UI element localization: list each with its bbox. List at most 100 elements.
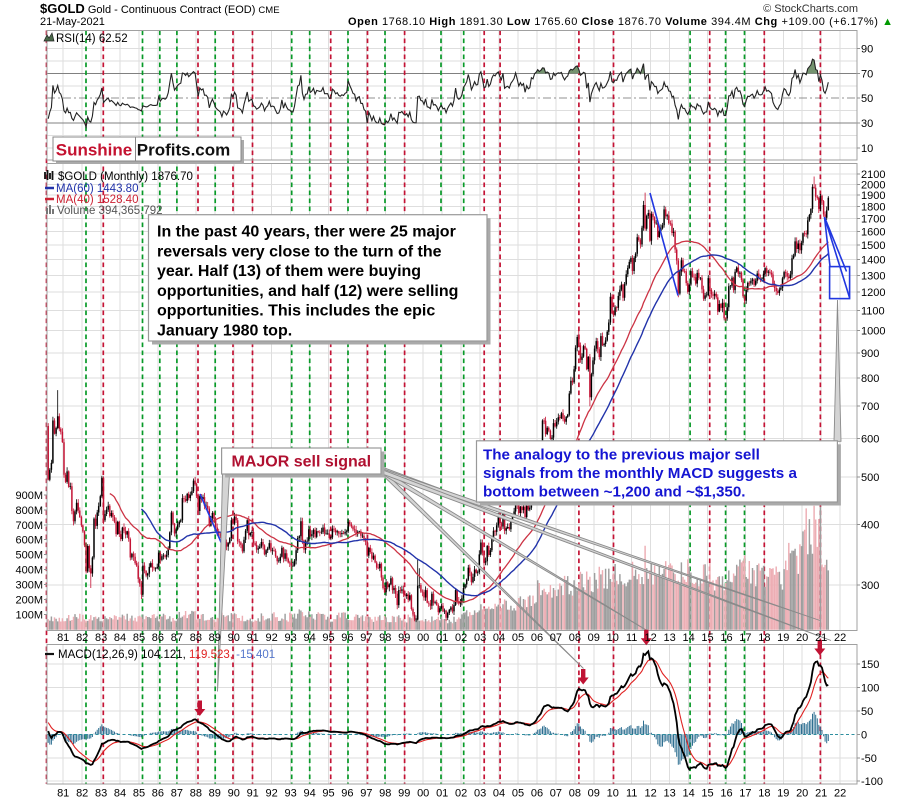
svg-text:500M: 500M xyxy=(15,550,43,562)
svg-text:500: 500 xyxy=(861,472,879,484)
svg-text:600M: 600M xyxy=(15,535,43,547)
svg-text:08: 08 xyxy=(569,632,581,644)
svg-text:91: 91 xyxy=(247,632,259,644)
svg-text:50: 50 xyxy=(861,706,873,718)
svg-text:12: 12 xyxy=(644,632,656,644)
svg-text:05: 05 xyxy=(512,788,524,800)
svg-text:03: 03 xyxy=(474,632,486,644)
svg-text:100M: 100M xyxy=(15,609,43,621)
svg-text:86: 86 xyxy=(152,632,164,644)
svg-text:95: 95 xyxy=(322,788,334,800)
svg-text:600: 600 xyxy=(861,434,879,446)
svg-text:-50: -50 xyxy=(861,753,877,765)
svg-text:90: 90 xyxy=(861,44,873,56)
svg-text:97: 97 xyxy=(360,632,372,644)
svg-text:02: 02 xyxy=(455,788,467,800)
svg-text:800: 800 xyxy=(861,373,879,385)
svg-text:09: 09 xyxy=(588,788,600,800)
svg-text:800M: 800M xyxy=(15,505,43,517)
svg-text:99: 99 xyxy=(398,632,410,644)
svg-text:92: 92 xyxy=(265,788,277,800)
svg-text:19: 19 xyxy=(777,632,789,644)
svg-text:1000: 1000 xyxy=(861,326,885,338)
svg-text:07: 07 xyxy=(550,632,562,644)
svg-text:04: 04 xyxy=(493,788,505,800)
svg-text:14: 14 xyxy=(682,632,694,644)
svg-text:86: 86 xyxy=(152,788,164,800)
svg-text:84: 84 xyxy=(114,632,126,644)
svg-text:Profits.com: Profits.com xyxy=(137,141,231,160)
svg-text:02: 02 xyxy=(455,632,467,644)
svg-text:05: 05 xyxy=(512,632,524,644)
svg-text:1400: 1400 xyxy=(861,255,885,267)
svg-text:150: 150 xyxy=(861,659,879,671)
svg-text:15: 15 xyxy=(701,632,713,644)
svg-text:opportunities. This includes t: opportunities. This includes the epic xyxy=(157,303,435,320)
svg-text:11: 11 xyxy=(626,632,637,644)
svg-text:1900: 1900 xyxy=(861,190,885,202)
svg-text:1300: 1300 xyxy=(861,270,885,282)
svg-text:15: 15 xyxy=(701,788,713,800)
svg-text:The analogy to the previous ma: The analogy to the previous major sell xyxy=(483,446,760,463)
svg-text:300M: 300M xyxy=(15,580,43,592)
svg-text:opportunities, and half (12) w: opportunities, and half (12) were sellin… xyxy=(157,283,458,300)
svg-text:2100: 2100 xyxy=(861,169,885,181)
svg-text:91: 91 xyxy=(247,788,259,800)
svg-text:MACD(12,26,9) 104.121, 119.523: MACD(12,26,9) 104.121, 119.523, -15.401 xyxy=(58,649,275,661)
svg-text:18: 18 xyxy=(758,788,770,800)
svg-text:10: 10 xyxy=(607,788,619,800)
svg-text:20: 20 xyxy=(796,632,808,644)
svg-text:700M: 700M xyxy=(15,520,43,532)
svg-text:07: 07 xyxy=(550,788,562,800)
svg-text:21: 21 xyxy=(815,632,827,644)
svg-text:reversals very close to the tu: reversals very close to the turn of the xyxy=(157,243,442,260)
svg-text:88: 88 xyxy=(190,788,202,800)
svg-text:16: 16 xyxy=(720,632,732,644)
svg-text:11: 11 xyxy=(626,788,637,800)
svg-text:81: 81 xyxy=(57,788,69,800)
svg-text:RSI(14) 62.52: RSI(14) 62.52 xyxy=(56,33,128,45)
svg-text:16: 16 xyxy=(720,788,732,800)
svg-text:1200: 1200 xyxy=(861,287,885,299)
svg-text:Volume 394,365,792: Volume 394,365,792 xyxy=(57,205,163,217)
svg-text:87: 87 xyxy=(171,788,183,800)
svg-text:01: 01 xyxy=(436,788,448,800)
svg-text:50: 50 xyxy=(861,93,873,105)
svg-text:18: 18 xyxy=(758,632,770,644)
svg-text:87: 87 xyxy=(171,632,183,644)
svg-text:$GOLD Gold - Continuous Contra: $GOLD Gold - Continuous Contract (EOD) C… xyxy=(40,1,280,16)
svg-text:MA(40) 1528.40: MA(40) 1528.40 xyxy=(56,194,138,206)
svg-text:98: 98 xyxy=(379,632,391,644)
svg-text:17: 17 xyxy=(739,788,751,800)
svg-text:93: 93 xyxy=(284,632,296,644)
svg-text:88: 88 xyxy=(190,632,202,644)
svg-text:17: 17 xyxy=(739,632,751,644)
svg-text:82: 82 xyxy=(76,788,88,800)
svg-text:1500: 1500 xyxy=(861,240,885,252)
svg-text:95: 95 xyxy=(322,632,334,644)
svg-text:08: 08 xyxy=(569,788,581,800)
svg-text:81: 81 xyxy=(57,632,69,644)
svg-text:89: 89 xyxy=(209,788,221,800)
svg-text:MAJOR sell signal: MAJOR sell signal xyxy=(232,454,372,471)
svg-text:10: 10 xyxy=(607,632,619,644)
svg-text:900: 900 xyxy=(861,348,879,360)
svg-text:85: 85 xyxy=(133,632,145,644)
svg-text:Open 1768.10 High 1891.30 Low: Open 1768.10 High 1891.30 Low 1765.60 Cl… xyxy=(348,16,893,28)
svg-text:97: 97 xyxy=(360,788,372,800)
svg-text:13: 13 xyxy=(663,632,675,644)
svg-text:09: 09 xyxy=(588,632,600,644)
svg-text:Sunshine: Sunshine xyxy=(56,141,133,160)
svg-text:12: 12 xyxy=(644,788,656,800)
svg-text:01: 01 xyxy=(436,632,448,644)
svg-text:700: 700 xyxy=(861,401,879,413)
svg-text:96: 96 xyxy=(341,788,353,800)
svg-text:© StockCharts.com: © StockCharts.com xyxy=(763,3,858,15)
svg-text:400: 400 xyxy=(861,519,879,531)
svg-text:92: 92 xyxy=(265,632,277,644)
svg-text:$GOLD (Monthly) 1876.70: $GOLD (Monthly) 1876.70 xyxy=(58,171,193,183)
svg-text:bottom between ~1,200 and ~$1,: bottom between ~1,200 and ~$1,350. xyxy=(483,484,746,501)
svg-text:2000: 2000 xyxy=(861,179,885,191)
svg-text:30: 30 xyxy=(861,118,873,130)
svg-text:89: 89 xyxy=(209,632,221,644)
